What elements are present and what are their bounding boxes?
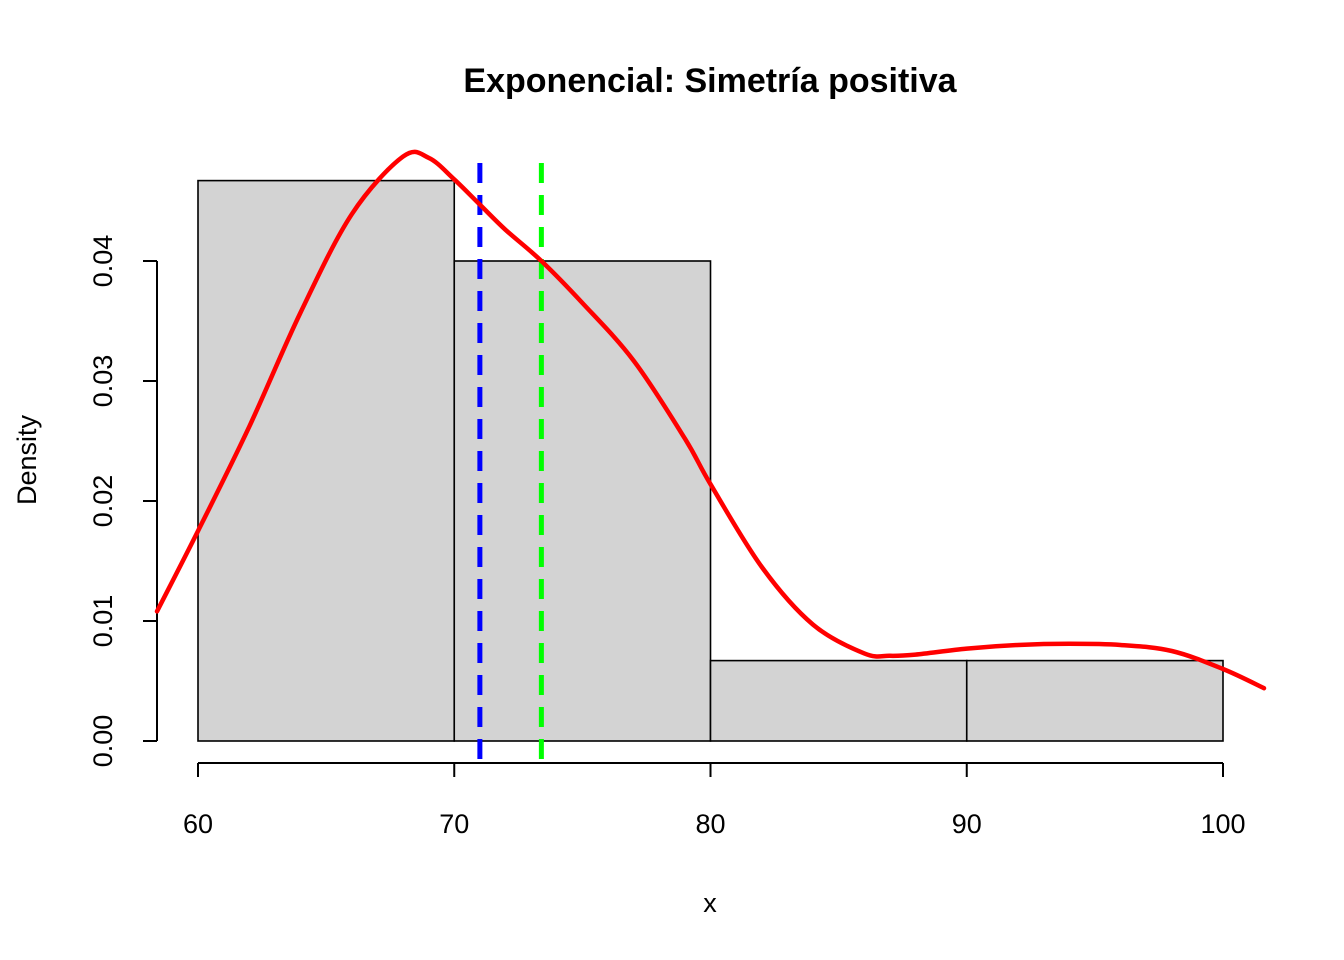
histogram-bar-3 [709, 659, 968, 742]
y-axis: 0.00 0.01 0.02 0.03 0.04 [88, 235, 158, 768]
y-tick-label: 0.00 [88, 715, 118, 768]
y-tick-label: 0.01 [88, 595, 118, 648]
y-tick-label: 0.02 [88, 475, 118, 528]
x-tick-label: 90 [952, 809, 982, 839]
histogram-bar-1 [197, 179, 456, 742]
x-tick-label: 100 [1200, 809, 1245, 839]
y-tick-label: 0.03 [88, 355, 118, 408]
density-curve [154, 149, 1267, 691]
x-axis-label: x [703, 888, 717, 918]
chart-title: Exponencial: Simetría positiva [463, 62, 957, 100]
histogram-bar-4 [965, 659, 1224, 742]
histogram-bars [197, 179, 1224, 742]
histogram-bar-2 [453, 260, 712, 742]
x-tick-label: 70 [439, 809, 469, 839]
x-tick-label: 60 [183, 809, 213, 839]
x-tick-label: 80 [695, 809, 725, 839]
x-axis: 60 70 80 90 100 [183, 762, 1246, 839]
y-tick-label: 0.04 [88, 235, 118, 288]
y-axis-label: Density [12, 414, 42, 505]
